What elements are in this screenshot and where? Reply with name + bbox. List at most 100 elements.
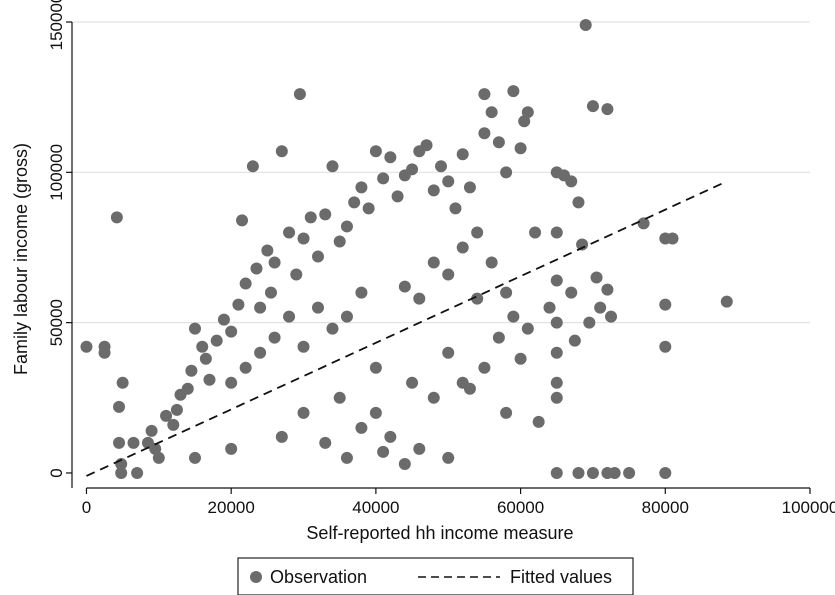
observation-point (456, 148, 469, 161)
observation-point (254, 301, 267, 314)
observation-point (110, 211, 123, 224)
observation-point (160, 409, 173, 422)
observation-point (116, 376, 129, 389)
observation-point (152, 451, 165, 464)
observation-point (514, 142, 527, 155)
observation-point (131, 466, 144, 479)
observation-point (293, 88, 306, 101)
legend-label-fitted: Fitted values (510, 567, 612, 587)
observation-point (369, 145, 382, 158)
observation-point (572, 196, 585, 209)
observation-point (435, 160, 447, 173)
observation-point (550, 274, 563, 287)
observation-point (384, 430, 397, 443)
observation-point (492, 331, 505, 344)
observation-point (427, 184, 440, 197)
observation-point (185, 364, 198, 377)
observation-point (659, 340, 672, 353)
observation-point (586, 466, 599, 479)
observation-point (485, 256, 498, 269)
observation-point (565, 286, 578, 299)
observation-point (319, 208, 332, 221)
observation-point (264, 286, 277, 299)
observation-points (80, 19, 733, 479)
observation-point (290, 268, 303, 281)
x-axis-title: Self-reported hh income measure (306, 523, 573, 543)
observation-point (326, 160, 339, 173)
observation-point (340, 451, 353, 464)
observation-point (543, 301, 556, 314)
observation-point (601, 103, 614, 116)
x-tick-label: 100000 (782, 498, 835, 517)
observation-point (442, 268, 455, 281)
observation-point (507, 85, 520, 98)
observation-point (254, 346, 267, 359)
observation-point (239, 361, 252, 374)
observation-point (326, 322, 339, 335)
observation-point (181, 382, 194, 395)
observation-point (297, 340, 310, 353)
observation-point (225, 442, 238, 455)
observation-point (427, 256, 440, 269)
observation-point (500, 406, 513, 419)
observation-point (478, 88, 491, 101)
observation-point (80, 340, 93, 353)
observation-point (225, 325, 238, 338)
observation-point (666, 232, 679, 245)
observation-point (340, 220, 353, 233)
observation-point (532, 415, 545, 428)
observation-point (268, 256, 281, 269)
observation-point (369, 406, 382, 419)
observation-point (312, 301, 324, 314)
observation-point (225, 376, 238, 389)
observation-point (579, 19, 592, 32)
observation-point (297, 406, 310, 419)
axes (71, 22, 810, 489)
x-tick-label: 0 (82, 498, 91, 517)
observation-point (189, 322, 201, 335)
observation-point (720, 295, 733, 308)
observation-point (586, 100, 599, 113)
y-tick-label: 0 (47, 468, 66, 477)
observation-point (659, 298, 672, 311)
observation-point (583, 316, 596, 329)
observation-point (377, 445, 390, 458)
observation-point (170, 403, 183, 416)
observation-point (478, 127, 491, 140)
observation-point (333, 235, 346, 248)
observation-point (283, 310, 296, 323)
observation-point (521, 106, 534, 119)
observation-point (362, 202, 375, 215)
observation-point (637, 217, 650, 230)
observation-point (297, 232, 310, 245)
observation-point (463, 181, 476, 194)
legend-label-observation: Observation (270, 567, 367, 587)
observation-point (115, 466, 128, 479)
observation-point (355, 421, 368, 434)
fitted-line-layer (86, 180, 728, 477)
observation-point (250, 262, 263, 275)
observation-point (492, 136, 505, 149)
x-tick-label: 20000 (208, 498, 255, 517)
observation-point (268, 331, 281, 344)
observation-point (145, 424, 158, 437)
observation-point (514, 352, 527, 365)
observation-point (442, 451, 455, 464)
observation-point (199, 352, 212, 365)
tick-labels: 0 50000 100000 150000 0 20000 40000 60000 80000 1… (47, 0, 835, 517)
observation-point (149, 442, 162, 455)
observation-point (217, 313, 230, 326)
observation-point (550, 316, 563, 329)
x-tick-label: 40000 (352, 498, 399, 517)
observation-point (340, 310, 353, 323)
x-tick-label: 80000 (642, 498, 689, 517)
observation-point (442, 346, 455, 359)
observation-point (406, 163, 419, 176)
y-tick-label: 150000 (47, 0, 66, 50)
observation-point (521, 322, 534, 335)
observation-point (398, 457, 411, 470)
observation-point (333, 391, 346, 404)
observation-point (550, 346, 563, 359)
observation-point (398, 280, 411, 293)
